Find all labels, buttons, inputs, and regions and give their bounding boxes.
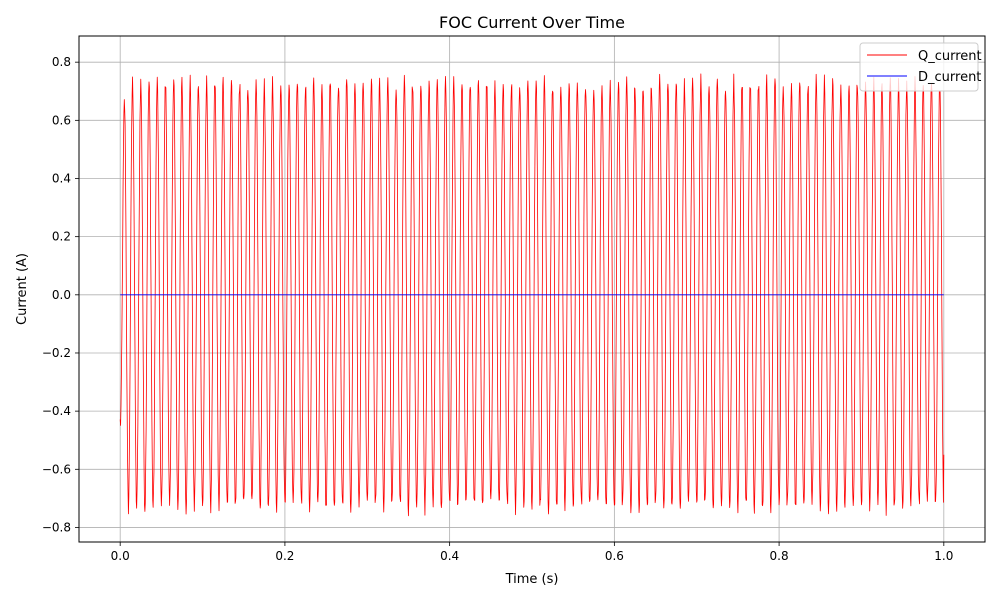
series-layer bbox=[119, 73, 945, 517]
y-tick-label: −0.6 bbox=[42, 462, 71, 476]
y-tick-label: −0.8 bbox=[42, 520, 71, 534]
y-tick-label: −0.4 bbox=[42, 404, 71, 418]
x-tick-label: 0.8 bbox=[770, 549, 789, 563]
y-tick-label: 0.8 bbox=[52, 55, 71, 69]
y-tick-label: 0.4 bbox=[52, 171, 71, 185]
x-tick-label: 0.6 bbox=[605, 549, 624, 563]
x-tick-label: 0.2 bbox=[275, 549, 294, 563]
series-line-q-current bbox=[119, 73, 945, 517]
x-tick-label: 1.0 bbox=[934, 549, 953, 563]
plot-frame bbox=[78, 35, 986, 543]
x-axis-title: Time (s) bbox=[505, 572, 559, 587]
legend: Q_current D_current bbox=[859, 42, 982, 92]
legend-label-d-current: D_current bbox=[918, 70, 981, 85]
y-axis-title: Current (A) bbox=[15, 253, 30, 325]
y-tick-label: 0.6 bbox=[52, 113, 71, 127]
x-tick-label: 0.0 bbox=[111, 549, 130, 563]
y-tick-label: −0.2 bbox=[42, 346, 71, 360]
legend-label-q-current: Q_current bbox=[918, 49, 982, 64]
x-tick-label: 0.4 bbox=[440, 549, 459, 563]
y-tick-label: 0.0 bbox=[52, 288, 71, 302]
chart-title: FOC Current Over Time bbox=[439, 13, 625, 32]
ticks-layer: 0.0 0.2 0.4 0.6 0.8 1.0 −0.8 −0.6 −0.4 −0.2 0.0 0.2… bbox=[42, 55, 954, 563]
y-tick-label: 0.2 bbox=[52, 230, 71, 244]
